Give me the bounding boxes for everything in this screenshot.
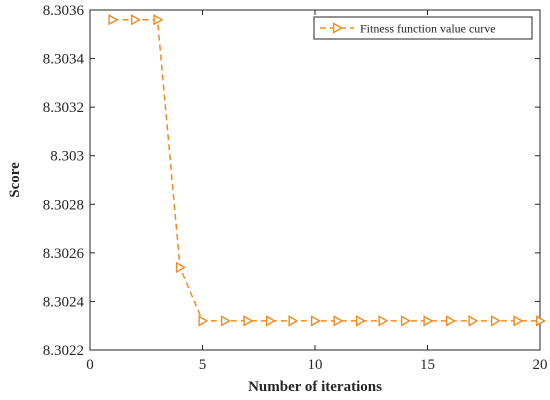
data-point bbox=[333, 315, 344, 327]
y-tick-label: 8.3032 bbox=[43, 100, 84, 116]
data-point bbox=[378, 315, 389, 327]
legend-marker-sample bbox=[332, 22, 343, 34]
data-point bbox=[513, 315, 524, 327]
y-axis-ticks: 8.3022 8.3024 8.3026 8.3028 8.303 8.3032 8.303… bbox=[43, 3, 540, 359]
x-axis-ticks: 0 5 10 15 20 bbox=[86, 10, 548, 373]
y-axis-title: Score bbox=[7, 162, 23, 198]
series-layer bbox=[108, 14, 546, 327]
y-tick-label: 8.3034 bbox=[43, 52, 85, 68]
x-tick-label: 10 bbox=[308, 357, 323, 373]
legend-entry-label: Fitness function value curve bbox=[360, 22, 496, 36]
plot-box bbox=[89, 9, 541, 351]
data-point bbox=[490, 315, 501, 327]
data-point bbox=[108, 14, 119, 26]
data-point bbox=[310, 315, 321, 327]
y-tick-label: 8.3026 bbox=[43, 246, 85, 262]
x-tick-label: 5 bbox=[199, 357, 207, 373]
x-tick-label: 0 bbox=[86, 357, 94, 373]
data-point bbox=[265, 315, 276, 327]
series-line-fitness bbox=[112, 18, 540, 322]
data-point bbox=[445, 315, 456, 327]
x-tick-label: 15 bbox=[420, 357, 435, 373]
x-tick-label: 20 bbox=[533, 357, 548, 373]
data-point bbox=[535, 315, 546, 327]
data-point bbox=[355, 315, 366, 327]
data-point bbox=[468, 315, 479, 327]
data-point bbox=[400, 315, 411, 327]
y-tick-label: 8.303 bbox=[50, 149, 84, 165]
y-tick-label: 8.3024 bbox=[43, 294, 85, 310]
legend-box bbox=[313, 16, 533, 40]
data-point bbox=[423, 315, 434, 327]
data-point bbox=[243, 315, 254, 327]
data-point bbox=[153, 14, 164, 26]
x-axis-title: Number of iterations bbox=[248, 379, 382, 395]
data-point bbox=[220, 315, 231, 327]
legend: Fitness function value curve bbox=[313, 16, 533, 40]
y-tick-label: 8.3022 bbox=[43, 343, 84, 359]
data-point bbox=[130, 14, 141, 26]
data-point bbox=[198, 315, 209, 327]
data-point bbox=[175, 261, 186, 274]
y-tick-label: 8.3036 bbox=[43, 3, 85, 19]
plot-frame bbox=[89, 9, 541, 351]
data-point bbox=[288, 315, 299, 327]
y-tick-label: 8.3028 bbox=[43, 197, 84, 213]
